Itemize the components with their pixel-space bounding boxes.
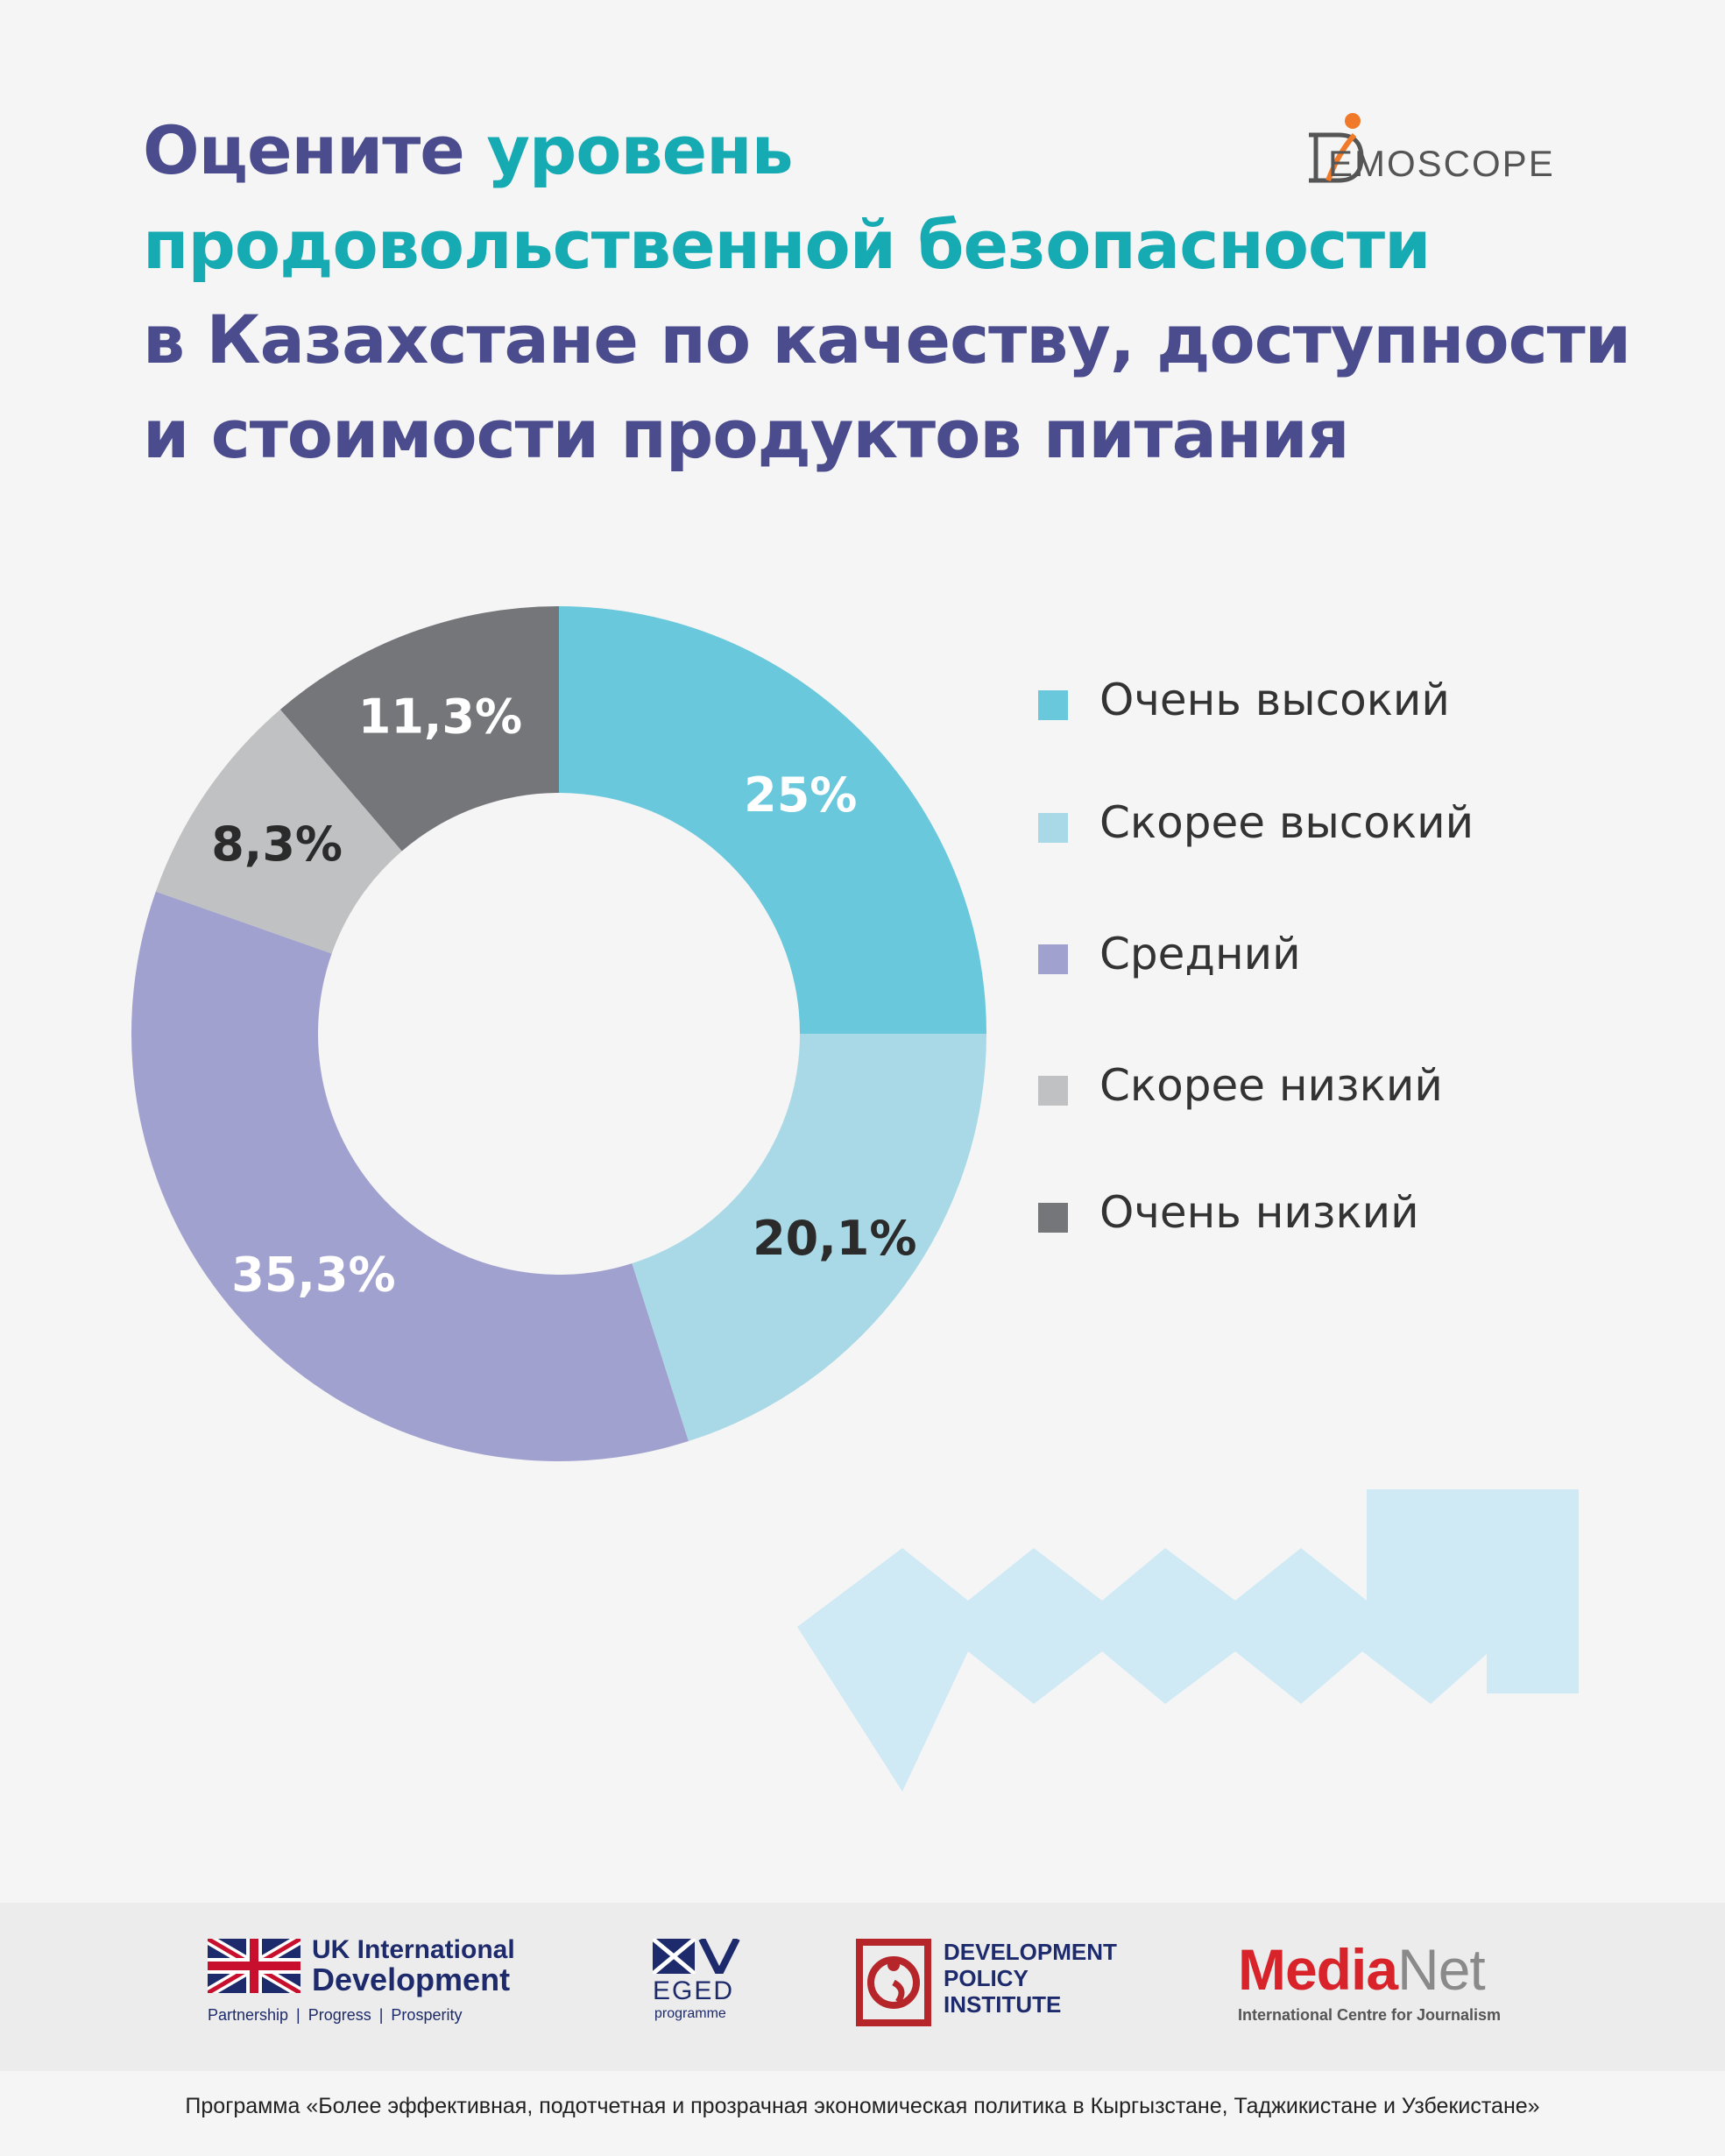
legend-swatch — [1038, 1076, 1068, 1106]
demoscope-logo-text: EMOSCOPE — [1328, 143, 1555, 184]
donut-slice-1 — [559, 606, 986, 1034]
programme-caption: Программа «Более эффективная, подотчетна… — [185, 2094, 1540, 2118]
title-part-1: Оцените — [143, 111, 487, 189]
donut-slice-3 — [131, 891, 689, 1461]
dpi-line-3: INSTITUTE — [944, 1991, 1062, 2018]
donut-slice-2 — [632, 1034, 986, 1442]
title-part-4: в Казахстане по качеству, доступности — [143, 300, 1631, 378]
title-part-5: и стоимости продуктов питания — [143, 395, 1350, 473]
donut-slice-label-5: 11,3% — [358, 689, 522, 744]
legend-label: Скорее высокий — [1099, 797, 1474, 848]
dpi-title: DEVELOPMENT POLICY INSTITUTE — [944, 1939, 1163, 2018]
donut-slice-4 — [155, 709, 402, 954]
legend-swatch — [1038, 944, 1068, 974]
dpi-line-2: POLICY — [944, 1965, 1029, 1991]
eged-sublabel: programme — [654, 2006, 726, 2021]
donut-slice-label-2: 20,1% — [753, 1211, 916, 1266]
legend-swatch — [1038, 1203, 1068, 1233]
medianet-part-1: Media — [1238, 1937, 1398, 2002]
eged-flag-icon — [653, 1939, 740, 1974]
donut-slice-label-1: 25% — [744, 767, 857, 823]
legend-swatch — [1038, 813, 1068, 843]
donut-slice-label-3: 35,3% — [231, 1247, 395, 1302]
legend-swatch — [1038, 690, 1068, 720]
dpi-logo-icon — [856, 1939, 931, 2026]
title-part-2: уровень — [486, 111, 793, 189]
uk-tagline: Partnership | Progress | Prosperity — [208, 2006, 463, 2024]
donut-chart: 25% 20,1% 35,3% 8,3% 11,3% — [131, 606, 1579, 1792]
zigzag-arrow-decoration — [797, 1489, 1579, 1792]
demoscope-logo — [1309, 113, 1364, 183]
page-title: Оцените уровень продовольственной безопа… — [143, 103, 1632, 482]
donut-slice-label-4: 8,3% — [211, 816, 343, 872]
donut-slice-5 — [279, 606, 559, 852]
uk-flag-icon — [208, 1939, 300, 1993]
medianet-subtitle: International Centre for Journalism — [1238, 2006, 1502, 2024]
legend-label: Скорее низкий — [1099, 1060, 1443, 1111]
uk-development-title: UK International Development — [312, 1935, 540, 1997]
title-part-3: продовольственной безопасности — [143, 206, 1431, 284]
medianet-part-2: Net — [1397, 1937, 1486, 2002]
legend-label: Очень высокий — [1099, 675, 1450, 725]
dpi-line-1: DEVELOPMENT — [944, 1939, 1117, 1965]
legend-label: Очень низкий — [1099, 1187, 1419, 1238]
medianet-logo: MediaNet — [1238, 1936, 1486, 2003]
uk-title-line-2: Development — [312, 1962, 511, 1997]
legend-label: Средний — [1099, 929, 1301, 979]
eged-label: EGED — [653, 1976, 735, 2005]
uk-title-line-1: UK International — [312, 1935, 515, 1964]
